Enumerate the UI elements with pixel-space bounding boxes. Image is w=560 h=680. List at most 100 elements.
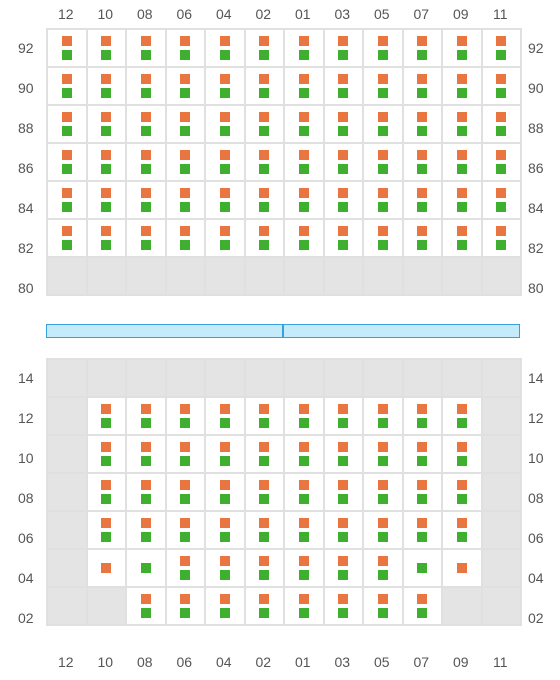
slot[interactable] — [284, 549, 324, 587]
slot[interactable] — [284, 29, 324, 67]
slot[interactable] — [324, 67, 364, 105]
slot[interactable] — [205, 473, 245, 511]
slot[interactable] — [205, 511, 245, 549]
slot[interactable] — [363, 549, 403, 587]
slot[interactable] — [403, 511, 443, 549]
slot[interactable] — [403, 67, 443, 105]
slot[interactable] — [47, 29, 87, 67]
slot[interactable] — [442, 435, 482, 473]
slot[interactable] — [442, 181, 482, 219]
slot[interactable] — [166, 511, 206, 549]
slot[interactable] — [363, 29, 403, 67]
slot[interactable] — [166, 587, 206, 625]
slot[interactable] — [126, 29, 166, 67]
slot[interactable] — [403, 29, 443, 67]
slot[interactable] — [126, 181, 166, 219]
slot[interactable] — [403, 143, 443, 181]
slot[interactable] — [363, 181, 403, 219]
slot[interactable] — [166, 549, 206, 587]
slot[interactable] — [245, 219, 285, 257]
slot[interactable] — [126, 67, 166, 105]
slot[interactable] — [47, 67, 87, 105]
slot[interactable] — [205, 143, 245, 181]
slot[interactable] — [245, 397, 285, 435]
slot[interactable] — [442, 549, 482, 587]
slot[interactable] — [363, 587, 403, 625]
slot[interactable] — [245, 105, 285, 143]
slot[interactable] — [324, 29, 364, 67]
slot[interactable] — [324, 435, 364, 473]
slot[interactable] — [205, 587, 245, 625]
slot[interactable] — [245, 511, 285, 549]
slot[interactable] — [442, 67, 482, 105]
slot[interactable] — [166, 219, 206, 257]
slot[interactable] — [324, 587, 364, 625]
slot[interactable] — [324, 397, 364, 435]
slot[interactable] — [166, 143, 206, 181]
slot[interactable] — [403, 181, 443, 219]
slot[interactable] — [245, 181, 285, 219]
slot[interactable] — [284, 219, 324, 257]
slot[interactable] — [87, 397, 127, 435]
slot[interactable] — [126, 397, 166, 435]
slot[interactable] — [324, 511, 364, 549]
slot[interactable] — [284, 511, 324, 549]
slot[interactable] — [442, 511, 482, 549]
slot[interactable] — [166, 181, 206, 219]
slot[interactable] — [284, 143, 324, 181]
slot[interactable] — [87, 181, 127, 219]
slot[interactable] — [245, 435, 285, 473]
slot[interactable] — [482, 219, 522, 257]
slot[interactable] — [403, 219, 443, 257]
slot[interactable] — [205, 181, 245, 219]
slot[interactable] — [284, 181, 324, 219]
slot[interactable] — [166, 105, 206, 143]
slot[interactable] — [442, 473, 482, 511]
slot[interactable] — [87, 105, 127, 143]
slot[interactable] — [166, 67, 206, 105]
slot[interactable] — [47, 181, 87, 219]
slot[interactable] — [363, 397, 403, 435]
slot[interactable] — [324, 219, 364, 257]
slot[interactable] — [482, 143, 522, 181]
slot[interactable] — [324, 473, 364, 511]
slot[interactable] — [284, 587, 324, 625]
slot[interactable] — [324, 549, 364, 587]
slot[interactable] — [166, 29, 206, 67]
slot[interactable] — [442, 29, 482, 67]
slot[interactable] — [403, 105, 443, 143]
slot[interactable] — [363, 435, 403, 473]
slot[interactable] — [442, 397, 482, 435]
slot[interactable] — [205, 105, 245, 143]
slot[interactable] — [403, 587, 443, 625]
slot[interactable] — [87, 549, 127, 587]
slot[interactable] — [482, 29, 522, 67]
slot[interactable] — [442, 105, 482, 143]
slot[interactable] — [166, 397, 206, 435]
slot[interactable] — [363, 473, 403, 511]
slot[interactable] — [87, 67, 127, 105]
slot[interactable] — [205, 435, 245, 473]
slot[interactable] — [284, 473, 324, 511]
slot[interactable] — [205, 549, 245, 587]
slot[interactable] — [87, 473, 127, 511]
slot[interactable] — [324, 105, 364, 143]
slot[interactable] — [284, 397, 324, 435]
slot[interactable] — [482, 105, 522, 143]
slot[interactable] — [324, 143, 364, 181]
slot[interactable] — [126, 549, 166, 587]
slot[interactable] — [442, 219, 482, 257]
slot[interactable] — [47, 143, 87, 181]
slot[interactable] — [47, 105, 87, 143]
slot[interactable] — [87, 143, 127, 181]
slot[interactable] — [87, 219, 127, 257]
slot[interactable] — [245, 143, 285, 181]
slot[interactable] — [284, 435, 324, 473]
slot[interactable] — [87, 435, 127, 473]
slot[interactable] — [245, 587, 285, 625]
slot[interactable] — [126, 587, 166, 625]
slot[interactable] — [87, 511, 127, 549]
slot[interactable] — [245, 29, 285, 67]
slot[interactable] — [126, 105, 166, 143]
slot[interactable] — [363, 67, 403, 105]
